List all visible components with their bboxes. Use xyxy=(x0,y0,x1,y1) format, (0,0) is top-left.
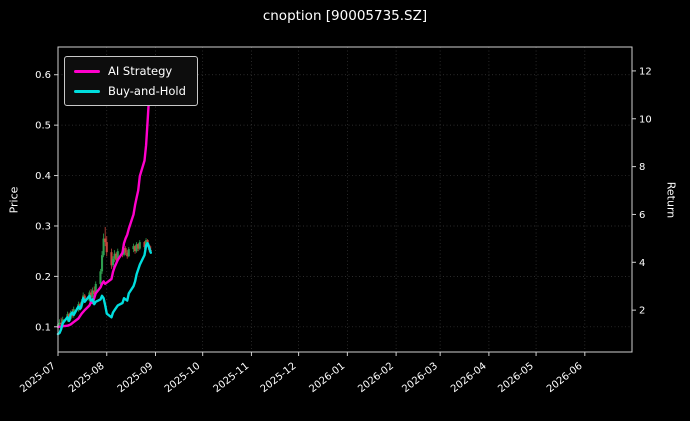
svg-text:6: 6 xyxy=(639,210,645,221)
legend-label-buy-and-hold: Buy-and-Hold xyxy=(108,84,186,98)
svg-text:2026-06: 2026-06 xyxy=(545,361,585,395)
svg-text:2026-02: 2026-02 xyxy=(356,361,396,395)
svg-text:0.2: 0.2 xyxy=(35,272,51,283)
svg-text:2025-10: 2025-10 xyxy=(163,361,203,395)
legend-item-ai-strategy: AI Strategy xyxy=(74,64,186,78)
chart-title: cnoption [90005735.SZ] xyxy=(262,8,428,24)
svg-text:2026-01: 2026-01 xyxy=(307,361,347,395)
legend: AI Strategy Buy-and-Hold xyxy=(64,56,198,106)
svg-text:8: 8 xyxy=(639,162,645,173)
svg-text:0.3: 0.3 xyxy=(35,221,51,232)
legend-label-ai-strategy: AI Strategy xyxy=(108,64,173,78)
svg-text:2025-07: 2025-07 xyxy=(18,361,58,395)
svg-text:0.1: 0.1 xyxy=(35,322,51,333)
svg-text:2025-08: 2025-08 xyxy=(67,361,107,395)
svg-text:2026-05: 2026-05 xyxy=(496,361,536,395)
buy-and-hold-line-swatch xyxy=(74,89,100,93)
svg-text:4: 4 xyxy=(639,258,645,269)
svg-text:0.4: 0.4 xyxy=(35,171,51,182)
svg-text:0.6: 0.6 xyxy=(35,70,51,81)
ai-strategy-line-swatch xyxy=(74,69,100,73)
svg-text:2026-04: 2026-04 xyxy=(449,361,489,395)
svg-text:2025-11: 2025-11 xyxy=(212,361,252,395)
svg-text:0.5: 0.5 xyxy=(35,121,51,132)
svg-text:2025-09: 2025-09 xyxy=(116,361,156,395)
svg-text:2026-03: 2026-03 xyxy=(400,361,440,395)
legend-item-buy-and-hold: Buy-and-Hold xyxy=(74,84,186,98)
svg-text:10: 10 xyxy=(639,114,652,125)
svg-text:2025-12: 2025-12 xyxy=(259,361,299,395)
svg-text:2: 2 xyxy=(639,306,645,317)
svg-text:12: 12 xyxy=(639,66,652,77)
